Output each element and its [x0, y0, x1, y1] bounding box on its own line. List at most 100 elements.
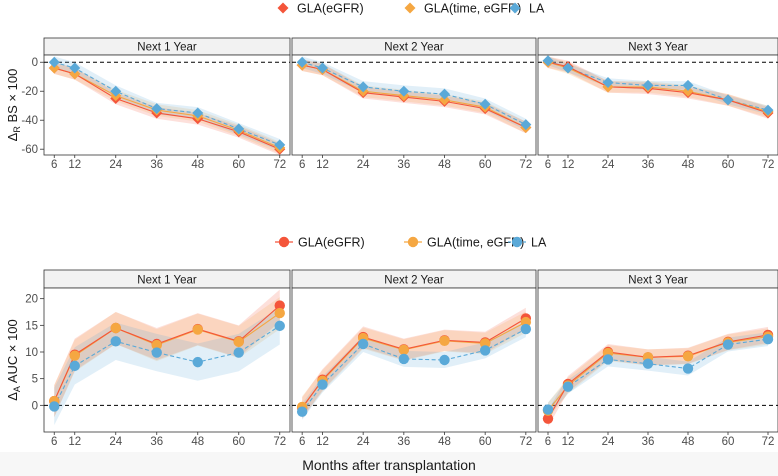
data-point-la — [69, 62, 81, 74]
panel-title: Next 2 Year — [384, 42, 444, 54]
data-point-la — [48, 56, 60, 68]
data-point-la — [642, 79, 654, 91]
data-point-gla-time-egfr — [439, 94, 450, 106]
data-point-la — [357, 81, 369, 93]
data-point-la — [151, 347, 162, 358]
x-tick-label: 36 — [397, 159, 410, 171]
x-axis-title-band — [0, 452, 778, 476]
x-tick-label: 12 — [562, 436, 575, 448]
data-point-la — [296, 56, 308, 68]
legend-marker-gla-egfr — [277, 2, 289, 14]
data-point-gla-time-egfr — [151, 339, 162, 351]
data-point-la — [642, 358, 654, 369]
x-axis-title: Months after transplantation — [302, 457, 476, 473]
data-point-la — [602, 77, 614, 89]
data-point-la — [762, 334, 774, 345]
data-point-gla-time-egfr — [682, 85, 694, 97]
legend-bottom: GLA(eGFR) GLA(time, eGFR) LA — [275, 236, 547, 250]
data-point-gla-time-egfr — [439, 335, 450, 346]
legend-marker-gla-time-egfr — [407, 236, 419, 248]
confidence-band-la — [302, 321, 526, 420]
data-point-gla-egfr — [274, 300, 285, 311]
x-tick-label: 24 — [357, 436, 370, 448]
data-point-la — [317, 62, 328, 74]
confidence-band-gla-egfr — [302, 307, 526, 419]
legend-label-gla-egfr: GLA(eGFR) — [298, 236, 365, 250]
x-tick-label: 24 — [602, 436, 615, 448]
x-tick-label: 36 — [150, 159, 163, 171]
legend-label-gla-egfr: GLA(eGFR) — [297, 2, 364, 16]
y-axis-title-delta: Δ — [5, 392, 20, 401]
legend-marker-la — [511, 236, 523, 248]
x-tick-label: 36 — [642, 436, 655, 448]
y-axis-title-delta: Δ — [5, 132, 20, 141]
panel-title: Next 3 Year — [628, 42, 688, 54]
data-point-la — [274, 139, 286, 151]
data-point-gla-time-egfr — [233, 336, 244, 348]
panel-title: Next 3 Year — [628, 275, 688, 287]
data-point-gla-egfr — [542, 413, 554, 424]
legend-marker-la — [509, 2, 521, 14]
data-point-la — [233, 123, 245, 135]
data-point-la — [762, 104, 774, 116]
data-point-la — [682, 79, 694, 91]
y-tick-label: 20 — [25, 294, 38, 306]
confidence-band-gla-egfr — [54, 289, 280, 418]
y-tick-label: 15 — [25, 320, 38, 332]
x-tick-label: 36 — [642, 159, 655, 171]
data-point-la — [192, 356, 203, 368]
x-tick-label: 24 — [109, 159, 122, 171]
x-tick-label: 6 — [51, 436, 57, 448]
data-point-la — [722, 94, 734, 106]
data-point-la — [722, 339, 734, 350]
x-tick-label: 12 — [68, 436, 81, 448]
x-tick-label: 36 — [397, 436, 410, 448]
panel-frame — [43, 287, 291, 433]
data-point-la — [317, 379, 328, 390]
data-point-gla-time-egfr — [48, 62, 60, 74]
x-tick-label: 72 — [519, 159, 532, 171]
y-axis-title-subscript: A — [12, 386, 22, 392]
data-point-la — [542, 55, 554, 67]
x-tick-label: 6 — [299, 436, 305, 448]
data-point-la — [398, 85, 410, 97]
panel-frame — [291, 287, 537, 433]
panel-3: Next 3 Year 6 12 24 36 48 60 72 — [537, 37, 778, 171]
panel-frame — [537, 287, 778, 433]
data-point-la — [398, 353, 410, 365]
data-point-la — [110, 336, 121, 347]
data-point-gla-time-egfr — [69, 350, 80, 361]
panel-title: Next 2 Year — [384, 275, 444, 287]
data-point-la — [542, 404, 554, 415]
x-tick-label: 12 — [316, 436, 329, 448]
x-tick-label: 72 — [519, 436, 532, 448]
y-axis-title-subscript: R — [12, 126, 22, 133]
y-tick-label: 0 — [32, 400, 38, 412]
x-tick-label: 36 — [150, 436, 163, 448]
x-tick-label: 48 — [438, 436, 451, 448]
x-tick-label: 60 — [479, 159, 492, 171]
data-point-la — [357, 338, 369, 350]
y-axis-title: ΔA AUC × 100 — [5, 319, 22, 401]
x-tick-label: 6 — [299, 159, 305, 171]
confidence-band-gla-time-egfr — [548, 56, 768, 118]
confidence-band-gla-time-egfr — [54, 62, 280, 154]
y-axis-title-rest: BS × 100 — [5, 69, 20, 126]
x-tick-label: 72 — [273, 159, 286, 171]
y-axis-title-rest: AUC × 100 — [5, 319, 20, 386]
legend-label-la: LA — [531, 236, 547, 250]
x-tick-label: 60 — [722, 436, 735, 448]
legend-label-gla-time-egfr: GLA(time, eGFR) — [424, 2, 521, 16]
panel-frame — [291, 54, 537, 156]
data-point-la — [274, 320, 285, 332]
x-tick-label: 6 — [545, 159, 551, 171]
y-tick-label: 5 — [32, 374, 38, 386]
data-point-la — [49, 401, 60, 412]
y-tick-label: -40 — [21, 115, 38, 127]
y-tick-label: -60 — [21, 144, 38, 156]
confidence-band-la — [302, 56, 526, 131]
x-tick-label: 24 — [602, 159, 615, 171]
y-axis-title: ΔR BS × 100 — [5, 69, 22, 142]
